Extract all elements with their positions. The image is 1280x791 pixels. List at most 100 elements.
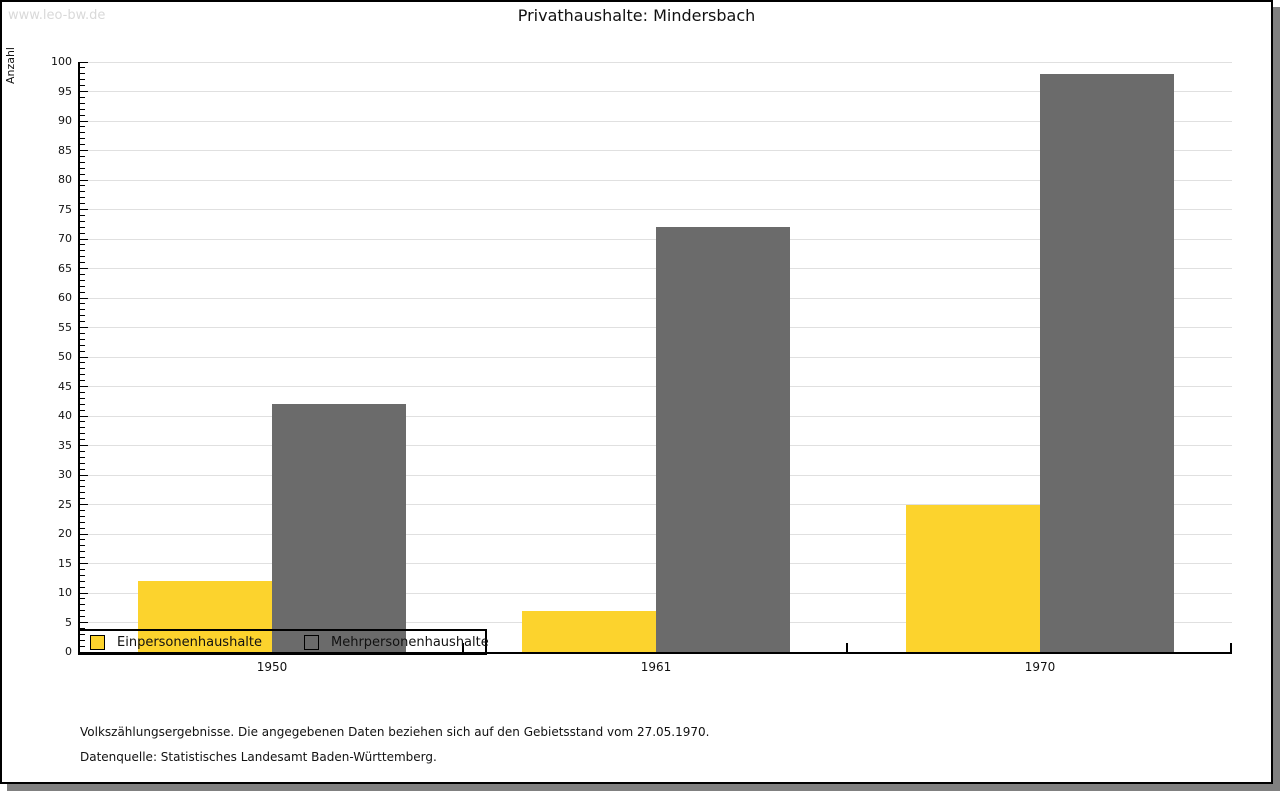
y-minor-tick: [80, 256, 85, 258]
y-major-tick: [80, 209, 88, 210]
plot-area: 0 5 10 15 20 25 30 35 40 45 50 55 60 65 70 75 80 85 90 95 10…: [51, 55, 1232, 674]
y-minor-tick: [80, 167, 85, 169]
footnote-source-note: Volkszählungsergebnisse. Die angegebenen…: [80, 725, 710, 739]
y-minor-tick: [80, 450, 85, 452]
y-minor-tick: [80, 250, 85, 252]
y-minor-tick: [80, 73, 85, 75]
y-minor-tick: [80, 262, 85, 264]
y-minor-tick: [80, 203, 85, 205]
y-minor-tick: [80, 586, 85, 588]
gridline: [80, 150, 1232, 151]
y-minor-tick: [80, 232, 85, 234]
y-minor-tick: [80, 456, 85, 458]
y-minor-tick: [80, 96, 85, 98]
x-boundary-tick: [1230, 643, 1232, 652]
legend-label: Einpersonenhaushalte: [117, 634, 262, 650]
y-tick-label: 45: [58, 379, 72, 393]
y-minor-tick: [80, 321, 85, 323]
y-major-tick: [80, 592, 88, 594]
y-tick-label: 65: [58, 261, 72, 275]
y-minor-tick: [80, 391, 85, 393]
bar-mehrpersonenhaushalte-1961: [656, 227, 790, 652]
y-major-tick: [80, 651, 88, 653]
y-tick-label: 100: [51, 55, 72, 68]
y-minor-tick: [80, 409, 85, 411]
y-tick-label: 75: [58, 202, 72, 216]
y-minor-tick: [80, 539, 85, 541]
gridline: [80, 209, 1232, 210]
y-minor-tick: [80, 521, 85, 523]
y-major-tick: [80, 356, 88, 358]
y-major-tick: [80, 150, 88, 151]
y-tick-label: 15: [58, 556, 72, 570]
y-major-tick: [80, 238, 88, 240]
y-minor-tick: [80, 421, 85, 423]
y-minor-tick: [80, 580, 85, 582]
x-tick-label: 1970: [1024, 660, 1056, 674]
y-minor-tick: [80, 380, 85, 382]
y-tick-label: 30: [58, 468, 72, 481]
y-minor-tick: [80, 226, 85, 228]
y-tick-label: 80: [58, 173, 72, 186]
y-minor-tick: [80, 604, 85, 606]
y-minor-tick: [80, 645, 85, 647]
y-major-tick: [80, 120, 88, 122]
y-minor-tick: [80, 126, 85, 128]
bar-einpersonenhaushalte-1950: [138, 581, 272, 652]
y-tick-label: 35: [58, 438, 72, 452]
y-major-tick: [80, 268, 88, 269]
y-minor-tick: [80, 214, 85, 216]
y-minor-tick: [80, 427, 85, 429]
y-minor-tick: [80, 197, 85, 199]
y-minor-tick: [80, 279, 85, 281]
y-major-tick: [80, 327, 88, 328]
bar-einpersonenhaushalte-1970: [906, 504, 1040, 652]
bar-mehrpersonenhaushalte-1950: [272, 404, 406, 652]
y-minor-tick: [80, 108, 85, 110]
y-major-tick: [80, 415, 88, 417]
y-minor-tick: [80, 492, 85, 494]
y-minor-tick: [80, 85, 85, 87]
y-tick-label: 25: [58, 497, 72, 511]
y-minor-tick: [80, 350, 85, 352]
y-tick-label: 0: [65, 645, 72, 658]
y-minor-tick: [80, 191, 85, 193]
y-minor-tick: [80, 362, 85, 364]
x-tick-label: 1950: [256, 660, 288, 674]
legend-swatch-mehrpersonenhaushalte: [304, 634, 319, 650]
y-minor-tick: [80, 462, 85, 464]
bar-mehrpersonenhaushalte-1970: [1040, 73, 1174, 652]
y-minor-tick: [80, 368, 85, 370]
y-minor-tick: [80, 244, 85, 246]
y-major-tick: [80, 445, 88, 446]
y-minor-tick: [80, 144, 85, 146]
y-minor-tick: [80, 220, 85, 222]
legend-item-mehrpersonenhaushalte: Mehrpersonenhaushalte: [304, 634, 489, 650]
y-minor-tick: [80, 545, 85, 547]
watermark-link[interactable]: www.leo-bw.de: [8, 8, 106, 23]
y-minor-tick: [80, 639, 85, 641]
y-minor-tick: [80, 155, 85, 157]
y-tick-label: 20: [58, 527, 72, 540]
y-minor-tick: [80, 344, 85, 346]
y-minor-tick: [80, 610, 85, 612]
y-tick-label: 55: [58, 320, 72, 334]
y-minor-tick: [80, 185, 85, 187]
y-minor-tick: [80, 598, 85, 600]
y-minor-tick: [80, 557, 85, 559]
y-minor-tick: [80, 551, 85, 553]
y-minor-tick: [80, 67, 85, 69]
y-minor-tick: [80, 173, 85, 175]
y-major-tick: [80, 386, 88, 387]
y-minor-tick: [80, 374, 85, 376]
y-major-tick: [80, 179, 88, 181]
y-minor-tick: [80, 309, 85, 311]
y-minor-tick: [80, 303, 85, 305]
footnote-data-source: Datenquelle: Statistisches Landesamt Bad…: [80, 750, 437, 764]
y-minor-tick: [80, 433, 85, 435]
legend-swatch-einpersonenhaushalte: [90, 634, 105, 650]
y-major-tick: [80, 474, 88, 476]
y-minor-tick: [80, 468, 85, 470]
gridline: [80, 179, 1232, 181]
